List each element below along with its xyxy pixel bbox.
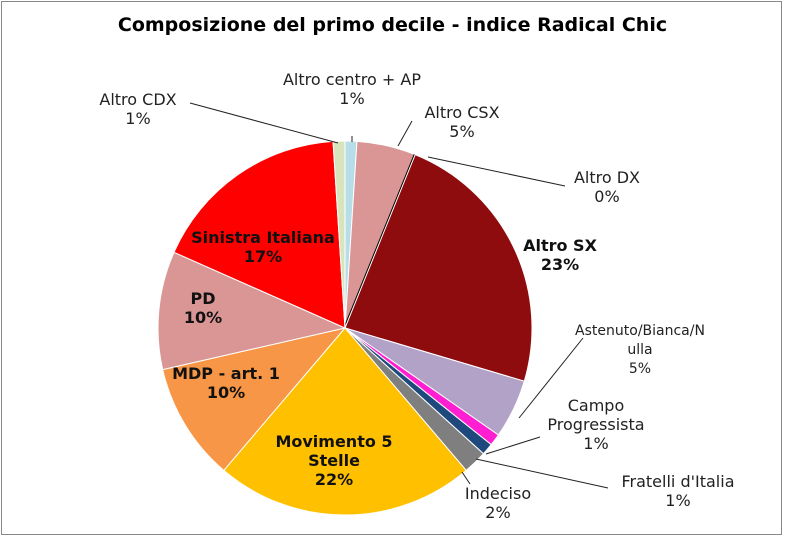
value-label: 1%: [339, 89, 365, 108]
slice-label: Astenuto/Bianca/Nulla 5%: [575, 322, 705, 379]
pie-slice: [223, 327, 467, 516]
chart-title: Composizione del primo decile - indice R…: [117, 14, 668, 36]
leader-line: [189, 102, 339, 144]
slice-label: Fratelli d'Italia 1%: [608, 472, 748, 510]
pie-slice: [173, 140, 346, 329]
value-label: 23%: [540, 255, 580, 274]
category-label: Indeciso: [464, 484, 532, 503]
pie-slice: [157, 251, 347, 371]
category-label: Altro CDX: [99, 90, 177, 109]
slice-label: Altro CSX 5%: [412, 103, 512, 141]
category-label: Movimento 5 Stelle: [275, 432, 393, 470]
slice-label: Altro DX 0%: [557, 168, 657, 206]
value-label: 1%: [583, 434, 609, 453]
slice-label: PD 10%: [163, 289, 243, 327]
pie-slice: [344, 154, 533, 382]
leader-line: [461, 471, 471, 485]
category-label: PD: [190, 289, 216, 308]
slice-label: Sinistra Italiana 17%: [183, 228, 343, 266]
leader-line: [518, 337, 584, 419]
value-label: 22%: [314, 470, 354, 489]
leader-lines: [189, 102, 609, 489]
value-label: 1%: [665, 491, 691, 510]
slice-label: Campo Progressista 1%: [531, 396, 661, 453]
value-label: 10%: [183, 308, 223, 327]
value-label: 2%: [485, 503, 511, 522]
leader-line: [485, 436, 541, 455]
category-label: MDP - art. 1: [172, 364, 280, 383]
value-label: 5%: [449, 122, 475, 141]
category-label: Altro DX: [573, 168, 641, 187]
slice-label: Altro CDX 1%: [83, 90, 193, 128]
slice-label: MDP - art. 1 10%: [156, 364, 296, 402]
category-label: Altro SX: [523, 236, 597, 255]
value-label: 1%: [125, 109, 151, 128]
category-label: Altro centro + AP: [282, 70, 421, 89]
pie-slice: [162, 327, 347, 472]
category-label: Altro CSX: [424, 103, 500, 122]
category-label: Astenuto/Bianca/Nulla: [575, 323, 705, 358]
slice-label: Altro SX 23%: [515, 236, 605, 274]
value-label: 0%: [594, 187, 620, 206]
leader-line: [397, 120, 413, 147]
leader-line: [427, 156, 566, 187]
category-label: Fratelli d'Italia: [621, 472, 735, 491]
category-label: Sinistra Italiana: [191, 228, 335, 247]
slice-label: Altro centro + AP 1%: [282, 70, 422, 108]
slice-label: Indeciso 2%: [448, 484, 548, 522]
slice-label: Movimento 5 Stelle 22%: [264, 432, 404, 489]
category-label: Campo Progressista: [547, 396, 645, 434]
leader-line: [475, 458, 609, 489]
value-label: 10%: [206, 383, 246, 402]
value-label: 17%: [243, 247, 283, 266]
value-label: 5%: [628, 361, 652, 377]
